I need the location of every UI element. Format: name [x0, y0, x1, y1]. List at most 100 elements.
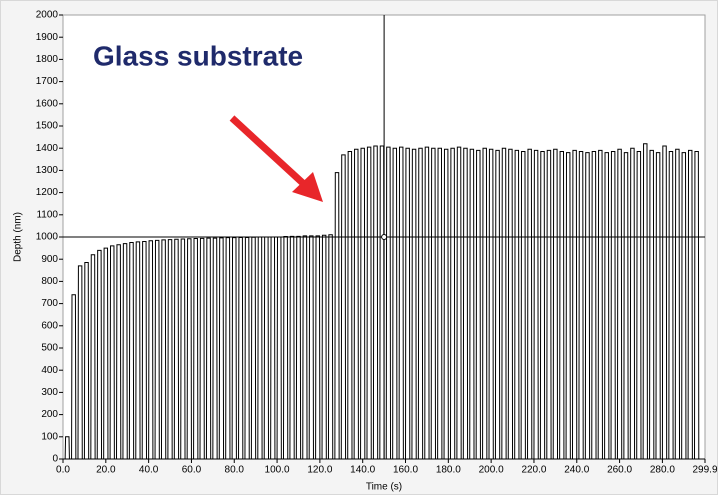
y-tick-label: 1400 [36, 143, 59, 154]
y-tick-label: 900 [41, 254, 58, 265]
pulse [83, 262, 90, 460]
y-tick-label: 1000 [36, 232, 59, 243]
y-tick-label: 300 [41, 387, 58, 398]
x-tick-label: 299.9 [692, 465, 717, 476]
pulse [405, 147, 411, 460]
pulse [597, 149, 603, 460]
pulse [160, 239, 167, 460]
pulse [360, 147, 366, 460]
pulse [289, 235, 295, 460]
pulse [649, 149, 655, 460]
pulse [668, 151, 674, 460]
y-tick-label: 1300 [36, 165, 59, 176]
pulse [610, 151, 616, 460]
pulse [308, 235, 314, 460]
pulse [520, 151, 526, 460]
pulse [475, 149, 481, 460]
pulse [584, 152, 591, 460]
pulse [681, 152, 687, 460]
pulse [552, 148, 559, 460]
pulse [295, 235, 302, 460]
arrow-shaft [229, 115, 309, 189]
x-tick-label: 40.0 [139, 465, 159, 476]
y-axis-label: Depth (nm) [13, 212, 24, 262]
y-tick-label: 700 [41, 298, 58, 309]
pulse [64, 436, 70, 460]
x-tick-label: 120.0 [307, 465, 332, 476]
pulse [488, 148, 494, 460]
y-tick-label: 1600 [36, 98, 59, 109]
pulse [443, 148, 449, 460]
y-tick-label: 1100 [36, 209, 58, 220]
x-tick-label: 0.0 [56, 465, 70, 476]
pulse [372, 145, 379, 460]
pulse [527, 148, 533, 460]
pulse [327, 234, 334, 460]
pulse [456, 146, 462, 460]
y-tick-label: 500 [41, 343, 58, 354]
pulse [674, 148, 681, 460]
pulse [411, 148, 417, 460]
pulse [212, 237, 218, 460]
x-tick-label: 160.0 [393, 465, 418, 476]
pulse [366, 146, 372, 460]
pulse [591, 151, 597, 460]
x-tick-label: 200.0 [479, 465, 504, 476]
arrow [229, 115, 323, 202]
pulse [392, 147, 398, 460]
x-tick-label: 60.0 [182, 465, 202, 476]
pulse [494, 149, 501, 460]
pulse [167, 239, 173, 460]
pulse [193, 238, 199, 460]
x-tick-label: 240.0 [564, 465, 589, 476]
y-tick-label: 100 [41, 431, 58, 442]
pulse [180, 238, 186, 460]
pulse [116, 244, 122, 460]
y-tick-label: 2000 [36, 10, 59, 21]
pulse [347, 151, 353, 460]
pulse [231, 237, 237, 460]
annotation: Glass substrate [93, 40, 303, 71]
pulse [148, 240, 154, 460]
pulse [578, 151, 584, 460]
pulse [623, 152, 629, 460]
y-tick-label: 1700 [36, 76, 59, 87]
pulse [559, 151, 565, 460]
pulse [546, 149, 552, 460]
pulse [302, 235, 308, 460]
pulse [604, 152, 610, 460]
x-tick-label: 260.0 [607, 465, 632, 476]
pulse [315, 235, 321, 460]
x-tick-label: 220.0 [521, 465, 546, 476]
pulse [642, 143, 648, 460]
pulse [218, 237, 225, 460]
y-tick-label: 400 [41, 365, 58, 376]
cursor-point [381, 234, 388, 240]
pulse [430, 147, 436, 460]
pulse [539, 151, 546, 460]
pulse [199, 237, 205, 460]
pulse [655, 152, 661, 460]
pulse [77, 265, 83, 460]
pulse [173, 238, 180, 460]
x-axis-label: Time (s) [366, 482, 402, 493]
pulse [96, 249, 103, 460]
pulse [186, 238, 192, 460]
x-tick-label: 20.0 [96, 465, 116, 476]
pulse [694, 151, 700, 460]
pulse [205, 237, 212, 460]
x-tick-label: 180.0 [436, 465, 461, 476]
pulse [103, 247, 109, 460]
pulse [437, 147, 443, 460]
pulse [122, 243, 128, 460]
pulse [141, 240, 147, 460]
pulse [462, 147, 469, 460]
pulse [636, 151, 642, 460]
x-tick-label: 80.0 [225, 465, 245, 476]
pulse [571, 149, 578, 460]
y-tick-label: 1500 [36, 121, 59, 132]
pulse [501, 147, 507, 460]
arrow-head [292, 172, 323, 202]
pulse [90, 254, 96, 460]
